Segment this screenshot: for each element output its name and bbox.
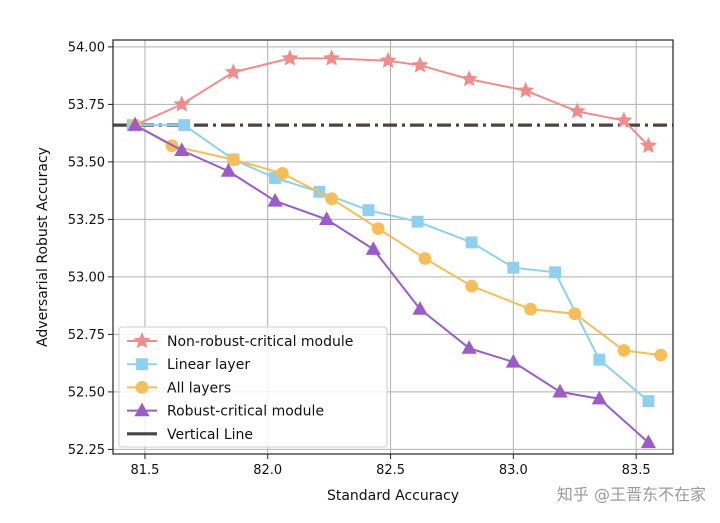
data-point xyxy=(281,49,299,66)
y-tick-label: 52.50 xyxy=(68,385,105,400)
series-line xyxy=(132,124,650,402)
y-tick-label: 52.75 xyxy=(68,328,105,343)
data-point xyxy=(524,302,537,316)
x-tick-label: 83.5 xyxy=(622,463,651,478)
legend-label: Robust-critical module xyxy=(167,404,324,420)
legend-marker xyxy=(133,332,151,349)
data-point xyxy=(418,252,432,265)
legend-box xyxy=(118,326,388,448)
series-circle xyxy=(128,118,668,362)
y-axis-title: Adversarial Robust Accuracy xyxy=(35,147,51,347)
y-tick-label: 53.50 xyxy=(68,155,105,170)
legend-marker xyxy=(136,358,148,371)
data-point xyxy=(591,390,607,405)
legend-marker xyxy=(135,381,149,394)
legend-label: Vertical Line xyxy=(167,427,253,443)
data-point xyxy=(319,211,335,225)
plot-frame xyxy=(112,39,674,455)
data-point xyxy=(220,163,237,177)
data-point xyxy=(174,142,190,156)
data-point xyxy=(371,222,385,235)
series-line xyxy=(134,124,650,444)
data-point xyxy=(411,215,424,228)
data-point xyxy=(267,193,283,207)
data-point xyxy=(505,354,521,368)
data-point xyxy=(617,344,631,357)
legend: Non-robust-critical module Linear layer Al… xyxy=(118,326,388,448)
legend-marker xyxy=(134,402,150,417)
data-point xyxy=(507,261,520,274)
series-triangle xyxy=(127,117,657,449)
y-tick-label: 53.00 xyxy=(68,270,105,285)
y-tick-label: 52.25 xyxy=(68,443,105,458)
data-point xyxy=(615,111,633,128)
x-tick-label: 83.0 xyxy=(499,463,528,478)
data-point xyxy=(127,117,143,131)
x-axis-title: Standard Accuracy xyxy=(327,488,459,504)
x-tick-label: 81.5 xyxy=(130,463,159,478)
data-point xyxy=(552,383,568,398)
legend-entries: Non-robust-critical module Linear layer Al… xyxy=(127,332,353,443)
series-line xyxy=(134,57,650,147)
data-point xyxy=(465,279,478,293)
data-point xyxy=(642,395,655,408)
data-point xyxy=(461,340,477,354)
series-line xyxy=(134,124,661,357)
data-point xyxy=(224,63,242,80)
data-point xyxy=(654,348,668,362)
data-point xyxy=(173,95,191,112)
data-point xyxy=(178,119,191,132)
y-tick-label: 53.25 xyxy=(68,213,105,228)
data-point xyxy=(379,51,397,68)
x-tick-label: 82.0 xyxy=(253,463,282,478)
data-point xyxy=(639,136,657,154)
data-point xyxy=(593,353,606,366)
legend-label: Linear layer xyxy=(167,357,250,373)
data-point xyxy=(365,241,381,255)
data-point xyxy=(568,307,582,321)
series-star xyxy=(126,49,657,154)
data-point xyxy=(460,70,478,87)
y-tick-label: 53.75 xyxy=(68,98,105,113)
data-point xyxy=(276,167,289,180)
data-point xyxy=(411,56,429,73)
x-tick-label: 82.5 xyxy=(376,463,405,478)
data-point xyxy=(362,204,375,217)
axis-ticks: 81.5 82.0 82.5 83.0 83.5 52.25 52.50 52.75 53.00… xyxy=(68,40,651,478)
data-point xyxy=(640,434,657,449)
data-point xyxy=(412,301,428,315)
series-layer xyxy=(126,49,668,449)
data-point xyxy=(568,102,586,119)
watermark-text: 知乎 @王晋东不在家 xyxy=(557,485,706,504)
data-point xyxy=(269,172,282,184)
legend-label: All layers xyxy=(167,380,231,396)
y-tick-label: 54.00 xyxy=(68,40,105,55)
data-point xyxy=(465,236,478,249)
data-point xyxy=(226,153,240,166)
data-point xyxy=(323,49,341,66)
data-point xyxy=(325,192,338,206)
legend-label: Non-robust-critical module xyxy=(167,334,353,350)
data-point xyxy=(549,266,562,279)
data-point xyxy=(517,81,535,98)
